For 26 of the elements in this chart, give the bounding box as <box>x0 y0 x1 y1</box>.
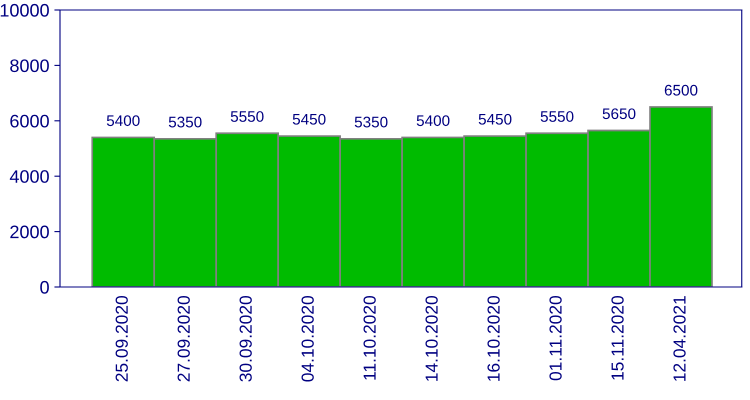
data-label: 5650 <box>602 108 636 120</box>
data-label: 5450 <box>292 114 326 125</box>
data-label: 5400 <box>416 115 450 126</box>
data-label: 5400 <box>106 115 140 126</box>
data-label: 5550 <box>540 111 574 122</box>
y-tick-label: 0 <box>40 280 49 294</box>
data-label: 5350 <box>354 116 388 128</box>
y-tick-label: 2000 <box>10 226 49 238</box>
x-tick-label: 25.09.2020 <box>116 296 128 382</box>
x-tick-label: 16.10.2020 <box>487 296 500 381</box>
y-tick-label: 4000 <box>10 170 49 183</box>
x-tick-label: 15.11.2020 <box>611 296 624 380</box>
x-tick-label: 30.09.2020 <box>240 296 252 382</box>
y-tick-label: 6000 <box>10 114 49 128</box>
data-label: 5550 <box>230 111 264 122</box>
y-tick-label: 10000 <box>0 4 49 17</box>
data-label: 5450 <box>478 114 512 125</box>
x-tick-label: 27.09.2020 <box>178 296 190 382</box>
y-tick-label: 8000 <box>10 59 49 72</box>
x-tick-label: 04.10.2020 <box>302 296 314 382</box>
x-tick-label: 14.10.2020 <box>425 296 438 381</box>
data-label: 6500 <box>664 84 698 96</box>
x-tick-label: 01.11.2020 <box>549 296 562 380</box>
data-label: 5350 <box>168 116 202 128</box>
x-tick-label: 12.04.2021 <box>673 296 686 381</box>
x-tick-label: 11.10.2020 <box>363 296 376 380</box>
